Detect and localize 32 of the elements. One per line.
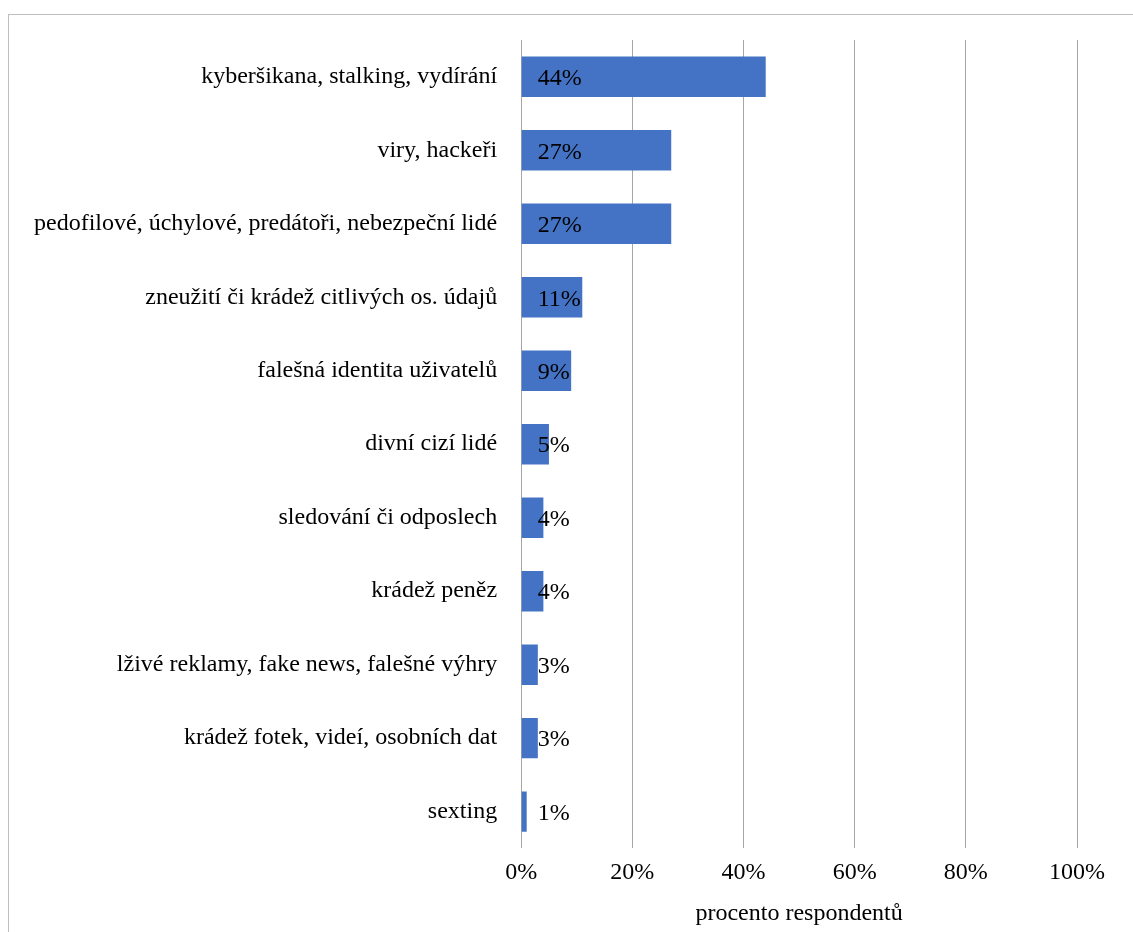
y-tick-label: pedofilové, úchylové, predátoři, nebezpeční lidé bbox=[33, 209, 498, 236]
x-tick-label: 100% bbox=[1049, 858, 1105, 885]
data-label: 27% bbox=[537, 211, 582, 238]
bar bbox=[521, 56, 766, 97]
y-tick-label: zneužití či krádež citlivých os. údajů bbox=[145, 282, 498, 309]
x-tick-label: 0% bbox=[505, 858, 538, 885]
x-axis-title: procento respondentů bbox=[695, 898, 903, 925]
x-tick-label: 80% bbox=[943, 858, 988, 885]
y-tick-label: kyberšikana, stalking, vydírání bbox=[201, 62, 498, 89]
data-label: 9% bbox=[537, 358, 570, 385]
data-label: 3% bbox=[537, 725, 570, 752]
x-tick-label: 60% bbox=[832, 858, 877, 885]
data-label: 44% bbox=[537, 64, 582, 91]
data-label: 11% bbox=[537, 284, 581, 311]
bar bbox=[521, 130, 672, 171]
bar bbox=[521, 791, 527, 832]
y-tick-label: divní cizí lidé bbox=[365, 429, 498, 456]
y-tick-label: lživé reklamy, fake news, falešné výhry bbox=[116, 649, 498, 676]
x-tick-label: 20% bbox=[610, 858, 655, 885]
y-tick-label: sledování či odposlech bbox=[278, 502, 498, 529]
bar bbox=[521, 717, 538, 759]
y-tick-label: krádež peněz bbox=[371, 576, 498, 603]
bar bbox=[521, 203, 672, 244]
data-label: 27% bbox=[537, 137, 582, 164]
data-label: 3% bbox=[537, 651, 570, 678]
y-tick-label: falešná identita uživatelů bbox=[257, 356, 498, 383]
y-tick-label: krádež fotek, videí, osobních dat bbox=[183, 723, 498, 750]
data-label: 1% bbox=[537, 798, 570, 825]
x-tick-label: 40% bbox=[721, 858, 766, 885]
y-tick-label: viry, hackeři bbox=[377, 135, 498, 162]
bar bbox=[521, 644, 538, 685]
y-tick-label: sexting bbox=[427, 796, 498, 823]
